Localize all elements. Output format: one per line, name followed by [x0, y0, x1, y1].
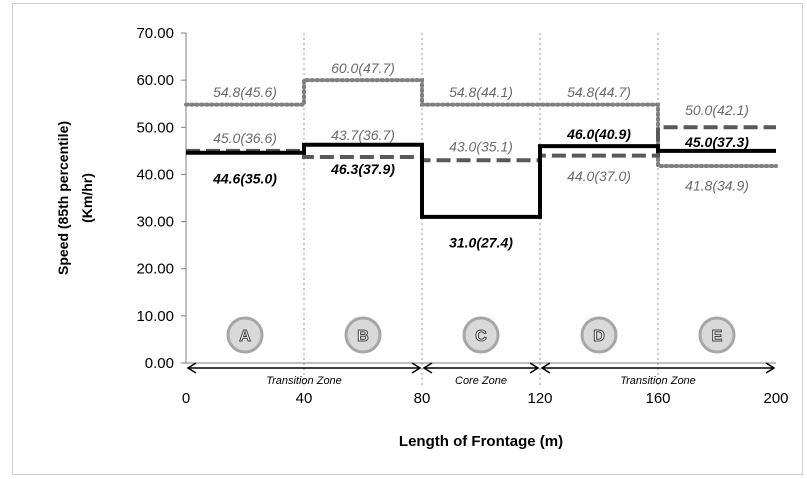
section-marker-circle: [580, 316, 618, 354]
data-label: 45.0(37.3): [684, 134, 749, 150]
y-axis-title: Speed (85th percentile) (Km/hr): [55, 121, 95, 275]
y-tick-label: 30.00: [136, 214, 174, 231]
section-marker-circle: [344, 316, 382, 354]
zone-arrow-head-right: [411, 362, 422, 374]
data-label: 31.0(27.4): [449, 234, 513, 250]
data-label: 50.0(42.1): [685, 102, 749, 118]
y-tick-label: 60.00: [136, 72, 174, 89]
y-axis-title-line2: (Km/hr): [79, 173, 95, 223]
axes: [181, 32, 776, 364]
zone-arrows: Transition Zone Core Zone Transition Zone: [186, 362, 776, 387]
vertical-gridlines: [303, 33, 659, 388]
y-tick-label: 70.00: [136, 25, 174, 42]
data-labels: 54.8(45.6) 60.0(47.7) 54.8(44.1) 54.8(44.7)…: [212, 60, 749, 250]
y-tick-label: 40.00: [136, 166, 174, 183]
x-axis-title: Length of Frontage (m): [399, 433, 563, 450]
zone-arrow-head-left: [540, 362, 551, 374]
series-lines: [184, 78, 778, 219]
zone-arrow-head-right: [529, 362, 540, 374]
section-marker-label: E: [712, 328, 723, 345]
data-label: 45.0(36.6): [213, 130, 277, 146]
y-tick-label: 50.00: [136, 119, 174, 136]
zone-arrow-head-left: [422, 362, 433, 374]
x-tick-label: 200: [763, 390, 788, 407]
section-marker-label: B: [357, 328, 369, 345]
data-label: 54.8(44.7): [567, 84, 631, 100]
zone-arrow-head-right: [765, 362, 776, 374]
data-label: 60.0(47.7): [331, 60, 395, 76]
data-label: 46.3(37.9): [330, 161, 395, 177]
data-label: 41.8(34.9): [685, 177, 749, 193]
x-tick-label: 80: [414, 390, 431, 407]
tick-labels: 0.00 10.00 20.00 30.00 40.00 50.00 60.00 70.00 0…: [136, 25, 788, 407]
section-marker-label: A: [239, 328, 251, 345]
section-marker-circle: [226, 316, 264, 354]
x-tick-label: 160: [645, 390, 670, 407]
zone-label: Transition Zone: [620, 375, 696, 387]
data-label: 46.0(40.9): [566, 126, 631, 142]
data-label: 44.0(37.0): [567, 168, 631, 184]
x-tick-label: 40: [296, 390, 313, 407]
y-tick-label: 20.00: [136, 261, 174, 278]
x-tick-label: 120: [527, 390, 552, 407]
chart-border: [12, 3, 803, 475]
data-label: 44.6(35.0): [212, 171, 277, 187]
data-label: 54.8(45.6): [213, 84, 277, 100]
data-label: 43.0(35.1): [449, 139, 513, 155]
zone-label: Transition Zone: [266, 375, 342, 387]
y-tick-label: 10.00: [136, 308, 174, 325]
series-line-solid: [186, 142, 776, 219]
zone-arrow-head-left: [186, 362, 197, 374]
section-markers: A B C D E: [226, 316, 736, 354]
y-axis-title-line1: Speed (85th percentile): [55, 121, 71, 275]
zone-label: Core Zone: [455, 375, 507, 387]
x-tick-label: 0: [182, 390, 190, 407]
section-marker-circle: [462, 316, 500, 354]
data-label: 43.7(36.7): [331, 127, 395, 143]
section-marker-label: C: [475, 328, 487, 345]
section-marker-circle: [698, 316, 736, 354]
y-tick-label: 0.00: [145, 355, 174, 372]
data-label: 54.8(44.1): [449, 84, 513, 100]
section-marker-label: D: [593, 328, 605, 345]
